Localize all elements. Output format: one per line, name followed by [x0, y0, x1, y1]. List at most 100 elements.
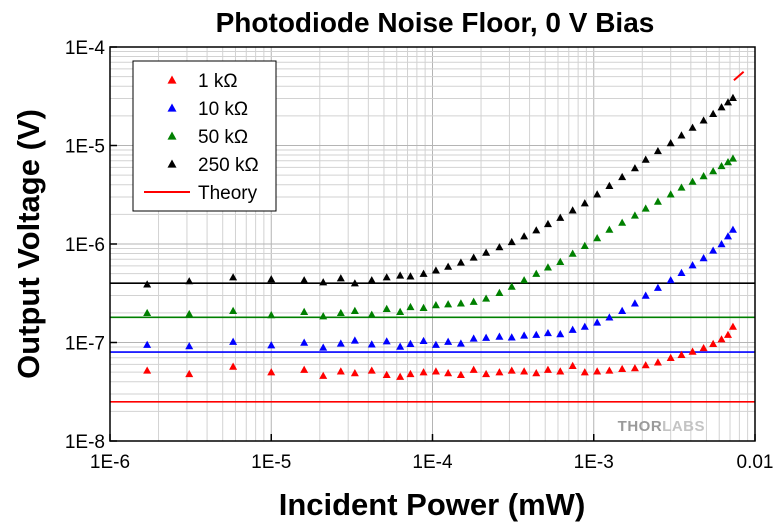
data-point	[630, 164, 639, 172]
data-point	[709, 167, 718, 175]
data-point	[580, 368, 589, 376]
data-point	[419, 368, 428, 376]
data-point	[728, 154, 737, 162]
x-tick-label: 1E-6	[90, 452, 130, 473]
data-point	[641, 361, 650, 369]
legend: 1 kΩ 10 kΩ 50 kΩ 250 kΩ Theory	[132, 60, 277, 212]
data-point	[699, 116, 708, 124]
x-axis-ticks: 1E-6 1E-5 1E-4 1E-3 0.01	[90, 434, 774, 473]
data-point	[444, 337, 453, 345]
data-point	[641, 155, 650, 163]
y-tick-label: 1E-6	[65, 235, 105, 256]
data-point	[605, 181, 614, 189]
data-point	[336, 339, 345, 347]
data-point	[350, 336, 359, 344]
data-point	[367, 366, 376, 374]
data-point	[319, 343, 328, 351]
data-point	[444, 262, 453, 270]
data-point	[605, 225, 614, 233]
y-tick-label: 1E-7	[65, 334, 105, 355]
data-point	[618, 172, 627, 181]
data-point	[267, 341, 276, 349]
data-point	[143, 340, 152, 348]
data-point	[723, 232, 732, 240]
data-point	[336, 274, 345, 282]
data-point	[580, 199, 589, 207]
data-point	[444, 369, 453, 377]
data-point	[580, 322, 589, 330]
data-point	[431, 367, 440, 375]
data-point	[618, 364, 627, 373]
data-point	[185, 369, 194, 378]
data-point	[688, 123, 697, 131]
data-point	[641, 204, 650, 212]
data-point	[300, 307, 309, 315]
data-point	[185, 342, 194, 350]
data-point	[406, 272, 415, 280]
data-point	[482, 369, 491, 378]
x-tick-label: 1E-4	[412, 452, 453, 473]
data-point	[300, 276, 309, 284]
data-point	[456, 370, 465, 378]
noise-floor-lines	[110, 282, 755, 403]
x-tick-label: 1E-5	[251, 452, 291, 473]
data-point	[469, 253, 478, 261]
data-point	[593, 318, 602, 326]
data-point	[456, 299, 465, 307]
data-point	[469, 334, 478, 342]
data-point	[709, 246, 718, 254]
data-point	[568, 361, 577, 370]
data-point	[543, 263, 552, 271]
chart-title: Photodiode Noise Floor, 0 V Bias	[216, 7, 655, 38]
data-point	[406, 302, 415, 311]
data-point	[728, 93, 737, 101]
data-point	[568, 249, 577, 257]
data-point	[367, 340, 376, 348]
x-axis-label: Incident Power (mW)	[279, 487, 586, 522]
data-point	[336, 367, 345, 375]
legend-marker	[167, 103, 177, 112]
series-2	[143, 154, 737, 320]
data-point	[229, 273, 238, 281]
data-point	[723, 157, 732, 166]
data-point	[185, 277, 194, 285]
data-point	[653, 146, 662, 155]
legend-label: 10 kΩ	[198, 99, 248, 120]
data-point	[688, 347, 697, 355]
data-point	[267, 311, 276, 319]
data-point	[143, 280, 152, 288]
data-point	[580, 241, 589, 249]
data-point	[532, 269, 541, 277]
x-tick-label: 1E-3	[574, 452, 614, 473]
data-point	[300, 365, 309, 373]
data-point	[350, 279, 359, 287]
data-point	[717, 240, 726, 248]
data-point	[367, 276, 376, 284]
data-point	[319, 278, 328, 286]
data-point	[677, 268, 686, 277]
watermark-part2: LABS	[662, 418, 705, 435]
data-point	[728, 322, 737, 330]
legend-label: 250 kΩ	[198, 155, 259, 176]
data-point	[319, 312, 328, 320]
data-point	[520, 331, 529, 339]
data-point	[666, 139, 675, 147]
svg-text:THORLABS: THORLABS	[618, 418, 705, 435]
data-point	[543, 365, 552, 373]
data-point	[630, 211, 639, 219]
data-point	[520, 367, 529, 375]
data-point	[593, 190, 602, 198]
y-tick-label: 1E-4	[65, 38, 106, 59]
data-point	[556, 213, 565, 221]
data-point	[143, 308, 152, 317]
data-point	[653, 197, 662, 205]
data-point	[406, 369, 415, 378]
data-point	[495, 332, 504, 340]
data-point	[666, 353, 675, 361]
x-tick-label: 0.01	[737, 452, 774, 473]
data-points	[143, 93, 737, 380]
data-point	[507, 282, 516, 290]
data-point	[419, 269, 428, 277]
data-point	[482, 248, 491, 256]
y-tick-label: 1E-5	[65, 137, 105, 158]
